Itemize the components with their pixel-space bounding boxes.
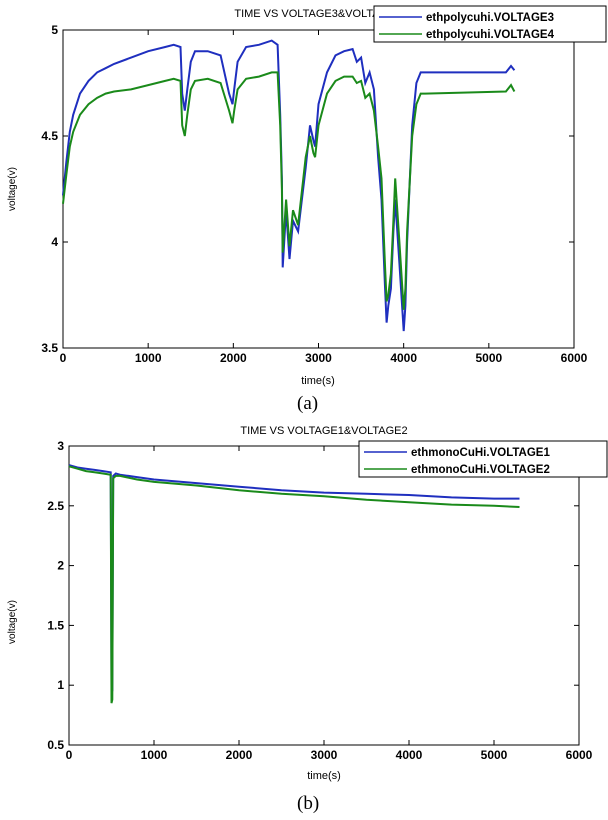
chart-title: TIME VS VOLTAGE1&VOLTAGE2	[240, 425, 407, 437]
y-tick-label: 3	[57, 439, 64, 453]
legend: ethmonoCuHi.VOLTAGE1 ethmonoCuHi.VOLTAGE2	[358, 440, 608, 478]
legend: ethpolycuhi.VOLTAGE3 ethpolycuhi.VOLTAGE4	[373, 5, 607, 43]
x-axis-label: time(s)	[307, 770, 341, 782]
y-tick-label: 4	[51, 235, 58, 249]
series-line-1	[68, 464, 520, 692]
series-line-2	[62, 71, 516, 310]
x-tick-label: 4000	[396, 748, 423, 762]
x-tick-label: 2000	[226, 748, 253, 762]
plot-area	[68, 445, 580, 746]
y-tick-label: 0.5	[47, 738, 64, 752]
legend-label-1: ethpolycuhi.VOLTAGE3	[426, 12, 554, 24]
series-line-2	[68, 465, 520, 704]
caption-b: (b)	[297, 793, 320, 814]
x-tick-label: 6000	[561, 351, 588, 365]
legend-label-2: ethpolycuhi.VOLTAGE4	[426, 29, 555, 41]
x-tick-label: 5000	[481, 748, 508, 762]
x-tick-label: 0	[66, 748, 73, 762]
legend-label-1: ethmonoCuHi.VOLTAGE1	[411, 447, 550, 459]
y-axis-label: voltage(v)	[7, 600, 18, 644]
x-tick-label: 3000	[311, 748, 338, 762]
series-lines	[68, 464, 520, 704]
legend-box	[358, 440, 608, 478]
x-tick-label: 5000	[475, 351, 502, 365]
x-tick-label: 0	[60, 351, 67, 365]
chart-title: TIME VS VOLTAGE3&VOLTAGE4	[234, 8, 401, 20]
legend-label-2: ethmonoCuHi.VOLTAGE2	[411, 464, 550, 476]
x-tick-label: 2000	[220, 351, 247, 365]
plot-area	[62, 29, 575, 349]
chart-voltage1-voltage2: TIME VS VOLTAGE1&VOLTAGE2 voltage(v) tim…	[7, 425, 608, 782]
x-tick-label: 1000	[135, 351, 162, 365]
y-tick-label: 1.5	[47, 618, 64, 632]
y-tick-label: 3.5	[41, 341, 58, 355]
x-tick-label: 1000	[141, 748, 168, 762]
legend-box	[373, 5, 607, 43]
axis-ticks: 0 1000 2000 3000 4000 5000 6000 0.5 1 1.5 2 2.5 3	[47, 439, 592, 762]
x-axis-label: time(s)	[301, 375, 335, 387]
x-tick-label: 3000	[305, 351, 332, 365]
x-tick-label: 4000	[390, 351, 417, 365]
caption-a: (a)	[297, 393, 319, 414]
series-lines	[62, 39, 516, 332]
y-tick-label: 2.5	[47, 499, 64, 513]
y-axis-label: voltage(v)	[7, 167, 18, 211]
y-tick-label: 5	[51, 23, 58, 37]
x-tick-label: 6000	[566, 748, 593, 762]
y-tick-label: 1	[57, 678, 64, 692]
chart-voltage3-voltage4: TIME VS VOLTAGE3&VOLTAGE4 voltage(v) tim…	[7, 5, 607, 387]
y-tick-label: 2	[57, 559, 64, 573]
y-tick-label: 4.5	[41, 129, 58, 143]
